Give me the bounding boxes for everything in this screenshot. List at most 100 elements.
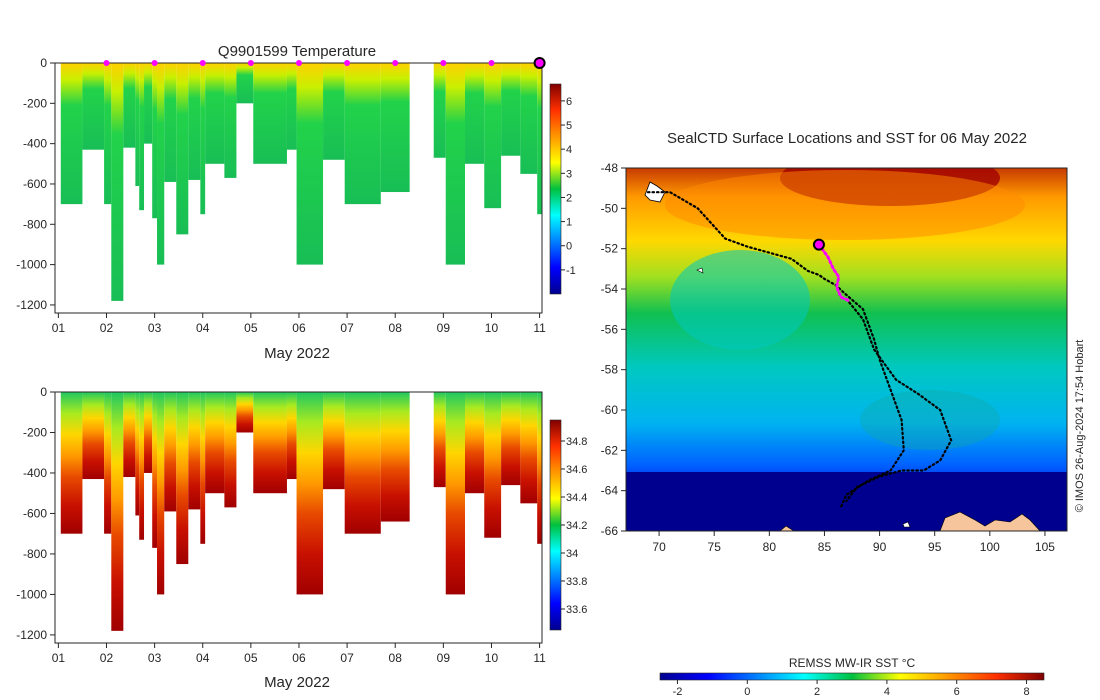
- map-colorbar-tick-label: 4: [884, 686, 890, 698]
- temperature-y-tick-label: 0: [40, 56, 47, 70]
- temperature-x-tick-label: 10: [485, 321, 499, 335]
- temperature-profile-column: [296, 63, 324, 265]
- map-y-tick-label: -66: [601, 524, 619, 538]
- salinity-profile-column: [82, 392, 105, 480]
- temperature-colorbar: [549, 83, 562, 295]
- salinity-profile-column: [135, 392, 140, 516]
- temperature-profile-column: [188, 63, 201, 180]
- salinity-colorbar: [549, 419, 562, 631]
- temperature-colorbar-tick-label: 0: [566, 241, 572, 253]
- temperature-y-tick-label: -1200: [16, 298, 47, 312]
- map-y-tick-label: -62: [601, 443, 619, 457]
- salinity-profile-column: [445, 392, 466, 595]
- map-x-tick-label: 95: [928, 540, 942, 554]
- salinity-profile-column: [104, 392, 112, 534]
- map-latitude-axis: -48 -50 -52 -54 -56 -58 -60 -62 -64 -66: [601, 161, 626, 538]
- temperature-profile-column: [60, 63, 83, 205]
- seal-tracks: [646, 191, 953, 508]
- map-x-tick-label: 85: [818, 540, 832, 554]
- cool-sst-tongue: [860, 390, 1000, 450]
- temperature-plot-title: Q9901599 Temperature: [218, 43, 376, 60]
- temperature-profile-column: [139, 63, 145, 211]
- map-x-tick-label: 100: [980, 540, 1000, 554]
- temperature-x-tick-label: 07: [340, 321, 354, 335]
- profile-marker: [199, 60, 206, 66]
- salinity-x-tick-label: 11: [533, 651, 546, 665]
- current-position-marker: [812, 238, 825, 251]
- temperature-profile-column: [433, 63, 446, 158]
- seal-track: [845, 298, 953, 502]
- salinity-profile-column: [157, 392, 165, 595]
- salinity-colorbar-tick-label: 33.8: [566, 576, 587, 588]
- salinity-profile-column: [380, 392, 410, 522]
- salinity-section-plot: 0 -200 -400 -600 -800 -1000 -1200 01 02 03 04 05 06…: [16, 385, 587, 691]
- salinity-x-tick-label: 03: [148, 651, 162, 665]
- temperature-x-tick-label: 02: [100, 321, 114, 335]
- salinity-x-tick-label: 08: [389, 651, 403, 665]
- temperature-x-tick-label: 05: [244, 321, 258, 335]
- temperature-profile-column: [344, 63, 381, 205]
- map-colorbar-tick-label: 8: [1023, 686, 1029, 698]
- temperature-colorbar-tick-label: 6: [566, 96, 572, 108]
- map-y-tick-label: -54: [601, 282, 619, 296]
- salinity-colorbar-tick-label: 34.8: [566, 436, 587, 448]
- salinity-profile-column: [484, 392, 502, 538]
- temperature-profile-column: [224, 63, 237, 178]
- latest-profile-marker: [533, 57, 546, 69]
- map-longitude-axis: 70 75 80 85 90 95 100 105: [652, 531, 1055, 554]
- map-colorbar-ticks: -2 0 2 4 6 8: [673, 680, 1030, 698]
- profile-marker: [247, 60, 254, 66]
- temperature-colorbar-tick-label: 2: [566, 192, 572, 204]
- temperature-profile-column: [205, 63, 225, 164]
- salinity-profile-column: [224, 392, 237, 508]
- temperature-profile-column: [164, 63, 177, 182]
- temperature-profile-column: [380, 63, 410, 193]
- temperature-y-tick-label: -600: [23, 177, 47, 191]
- salinity-profile-column: [520, 392, 538, 504]
- temperature-y-axis: 0 -200 -400 -600 -800 -1000 -1200: [16, 56, 55, 312]
- temperature-x-tick-label: 04: [196, 321, 210, 335]
- salinity-x-tick-label: 05: [244, 651, 258, 665]
- salinity-y-tick-label: -1200: [16, 628, 47, 642]
- salinity-profile-column: [501, 392, 521, 486]
- profile-marker: [151, 60, 158, 66]
- salinity-profile-column: [188, 392, 201, 510]
- salinity-profile-column: [152, 392, 158, 548]
- credit-text: © IMOS 26-Aug-2024 17:54 Hobart: [1074, 340, 1086, 513]
- map-y-tick-label: -48: [601, 161, 619, 175]
- salinity-x-tick-label: 09: [437, 651, 451, 665]
- temperature-x-axis-label: May 2022: [264, 345, 330, 362]
- map-y-tick-label: -60: [601, 403, 619, 417]
- profile-marker: [440, 60, 447, 66]
- temperature-colorbar-tick-label: 4: [566, 144, 572, 156]
- salinity-colorbar-tick-label: 33.6: [566, 604, 587, 616]
- temperature-y-tick-label: -200: [23, 96, 47, 110]
- salinity-y-tick-label: 0: [40, 385, 47, 399]
- salinity-profile-column: [176, 392, 189, 565]
- salinity-colorbar-ticks: 33.6 33.8 34 34.2 34.4 34.6 34.8: [561, 436, 587, 616]
- heard-island: [696, 267, 704, 274]
- salinity-profile-column: [139, 392, 145, 540]
- salinity-profile-column: [253, 392, 287, 494]
- map-y-tick-label: -52: [601, 242, 619, 256]
- salinity-profile-column: [537, 392, 542, 544]
- temperature-colorbar-tick-label: 3: [566, 168, 572, 180]
- salinity-profile-column: [164, 392, 177, 512]
- salinity-y-tick-label: -1000: [16, 587, 47, 601]
- temperature-profile-column: [537, 63, 542, 215]
- temperature-profile-column: [501, 63, 521, 156]
- temperature-y-tick-label: -400: [23, 137, 47, 151]
- temperature-profile-column: [123, 63, 136, 148]
- salinity-profile-column: [111, 392, 124, 631]
- salinity-colorbar-tick-label: 34: [566, 548, 578, 560]
- coast-fragment: [779, 525, 795, 531]
- temperature-y-tick-label: -800: [23, 217, 47, 231]
- profile-marker: [344, 60, 351, 66]
- temperature-profile-column: [286, 63, 297, 150]
- profile-marker: [488, 60, 495, 66]
- warm-sst-band: [665, 170, 1025, 240]
- temperature-profiles: [60, 63, 542, 301]
- map-colorbar-tick-label: 0: [744, 686, 750, 698]
- salinity-x-tick-label: 06: [292, 651, 306, 665]
